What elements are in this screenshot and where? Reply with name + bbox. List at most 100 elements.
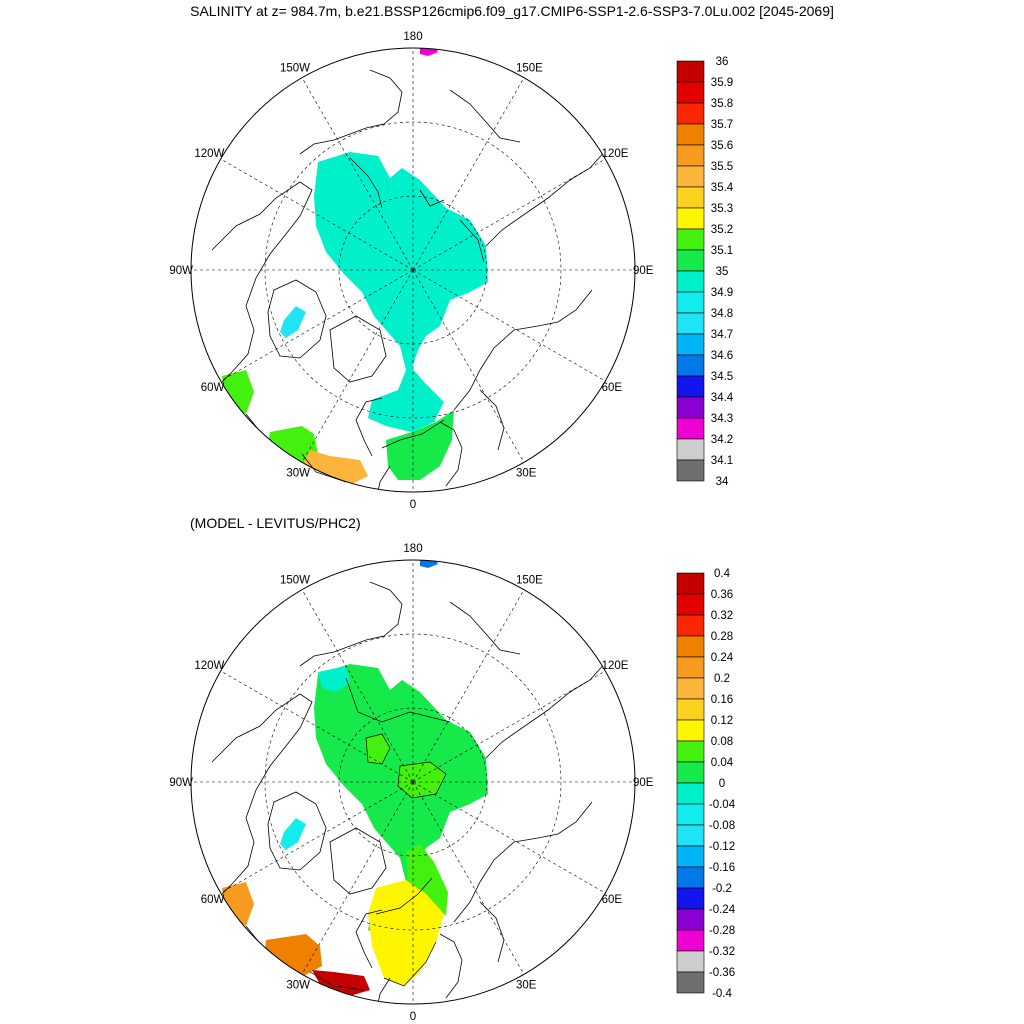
colorbar-swatch <box>676 396 705 419</box>
colorbar-swatch <box>676 950 705 973</box>
longitude-label: 180 <box>403 31 422 43</box>
colorbar-swatch <box>676 614 705 637</box>
colorbar-swatch <box>676 593 705 616</box>
contour-lines <box>301 157 485 483</box>
colorbar-label: 34.4 <box>711 392 734 404</box>
arctic-basin-fill <box>314 152 488 432</box>
longitude-label: 90W <box>169 777 193 789</box>
colorbar-swatch <box>676 908 705 931</box>
map-boundary <box>190 47 636 493</box>
colorbar-swatch <box>676 186 705 209</box>
colorbar-label: 35.2 <box>711 224 733 236</box>
colorbar-label: 35.5 <box>711 161 733 173</box>
pacific-patch-fill <box>420 48 438 56</box>
longitude-label: 180 <box>403 543 422 555</box>
colorbar-swatch <box>676 102 705 125</box>
colorbar-swatch <box>676 375 705 398</box>
labrador-orange-fill <box>222 882 254 926</box>
colorbar-label: 0 <box>719 778 725 790</box>
colorbar-swatch <box>676 782 705 805</box>
baffin-bay-fill <box>280 818 306 850</box>
longitude-label: 60W <box>201 894 225 906</box>
salinity-polar-map: 180 150E 120E 90E 60E 30E 0 30W 60W 90W 120W 150W <box>169 31 654 510</box>
atlantic-green-edge <box>406 844 448 916</box>
salinity-difference-polar-map: 180 150E 120E 90E 60E 30E 0 30W 60W 90W 120W 150W <box>169 543 654 1022</box>
colorbar-label: 0.12 <box>711 715 733 727</box>
meridian-line <box>412 589 525 783</box>
colorbar-label: 35.1 <box>711 245 733 257</box>
colorbar-label: 35.4 <box>711 182 734 194</box>
longitude-label: 120E <box>602 148 629 160</box>
colorbar-swatch <box>676 81 705 104</box>
colorbar-swatch <box>676 719 705 742</box>
contour-lines <box>309 677 451 991</box>
longitude-label: 0 <box>410 1011 416 1022</box>
latitude-circle-70 <box>264 121 562 419</box>
colorbar-label: 35.8 <box>711 98 733 110</box>
colorbar-label: 35.6 <box>711 140 733 152</box>
norwegian-sea-fill <box>386 410 454 480</box>
colorbar-swatch <box>676 761 705 784</box>
meridian-line <box>220 158 414 271</box>
positive-anomaly-patch-1 <box>366 734 390 764</box>
colorbar-swatch <box>676 207 705 230</box>
difference-colorbar: 0.4 0.36 0.32 0.28 0.24 0.2 0.16 0.12 0.08 0.04 0 -… <box>676 568 736 1000</box>
colorbar-label: -0.12 <box>709 841 735 853</box>
colorbar-swatch <box>676 887 705 910</box>
meridian-line <box>412 670 606 783</box>
map-fill-layer <box>222 48 488 486</box>
colorbar-label: 35.9 <box>711 77 733 89</box>
meridian-line <box>412 269 525 463</box>
graticule <box>191 560 635 1004</box>
meridian-line <box>412 269 606 382</box>
colorbar-label: 0.2 <box>714 673 730 685</box>
colorbar-label: 34.8 <box>711 308 733 320</box>
longitude-label: 150E <box>516 574 543 586</box>
colorbar-swatch <box>676 698 705 721</box>
colorbar-label: -0.36 <box>709 967 735 979</box>
meridian-line <box>301 77 414 271</box>
colorbar-label: -0.04 <box>709 799 736 811</box>
north-atlantic-red-fill <box>312 970 370 996</box>
colorbar-swatch <box>676 635 705 658</box>
longitude-label: 120W <box>194 148 224 160</box>
longitude-label: 90E <box>633 777 654 789</box>
longitude-label: 150E <box>516 62 543 74</box>
colorbar-label: 34.1 <box>711 455 733 467</box>
colorbar-label: -0.4 <box>712 988 732 1000</box>
colorbar-swatch <box>676 165 705 188</box>
colorbar-swatch <box>676 312 705 335</box>
colorbar-swatch <box>676 866 705 889</box>
colorbar-label: 0.16 <box>711 694 733 706</box>
colorbar-swatch <box>676 228 705 251</box>
graticule <box>191 48 635 492</box>
colorbar-swatch <box>676 572 705 595</box>
colorbar-swatch <box>676 929 705 952</box>
colorbar-swatch <box>676 803 705 826</box>
colorbar-swatch <box>676 677 705 700</box>
longitude-label: 90W <box>169 265 193 277</box>
colorbar-swatch <box>676 740 705 763</box>
colorbar-swatch <box>676 459 705 482</box>
meridian-line <box>220 781 414 894</box>
pacific-patch-fill <box>420 560 438 568</box>
colorbar-label: 34.3 <box>711 413 733 425</box>
colorbar-label: 34.7 <box>711 329 733 341</box>
colorbar-label: -0.2 <box>712 883 732 895</box>
baffin-bay-fill <box>280 306 306 338</box>
colorbar-swatch <box>676 438 705 461</box>
colorbar-label: -0.32 <box>709 946 735 958</box>
colorbar-label: 34.2 <box>711 434 733 446</box>
longitude-label: 150W <box>280 62 310 74</box>
colorbar-swatch <box>676 291 705 314</box>
colorbar-label: 35 <box>716 266 729 278</box>
colorbar-swatch <box>676 354 705 377</box>
map-boundary <box>190 559 636 1005</box>
colorbar-label: -0.16 <box>709 862 735 874</box>
longitude-label: 120W <box>194 660 224 672</box>
labrador-sea-fill <box>222 370 254 414</box>
longitude-label: 60E <box>602 382 623 394</box>
longitude-label: 90E <box>633 265 654 277</box>
colorbar-label: 0.4 <box>714 568 731 580</box>
longitude-label: 120E <box>602 660 629 672</box>
